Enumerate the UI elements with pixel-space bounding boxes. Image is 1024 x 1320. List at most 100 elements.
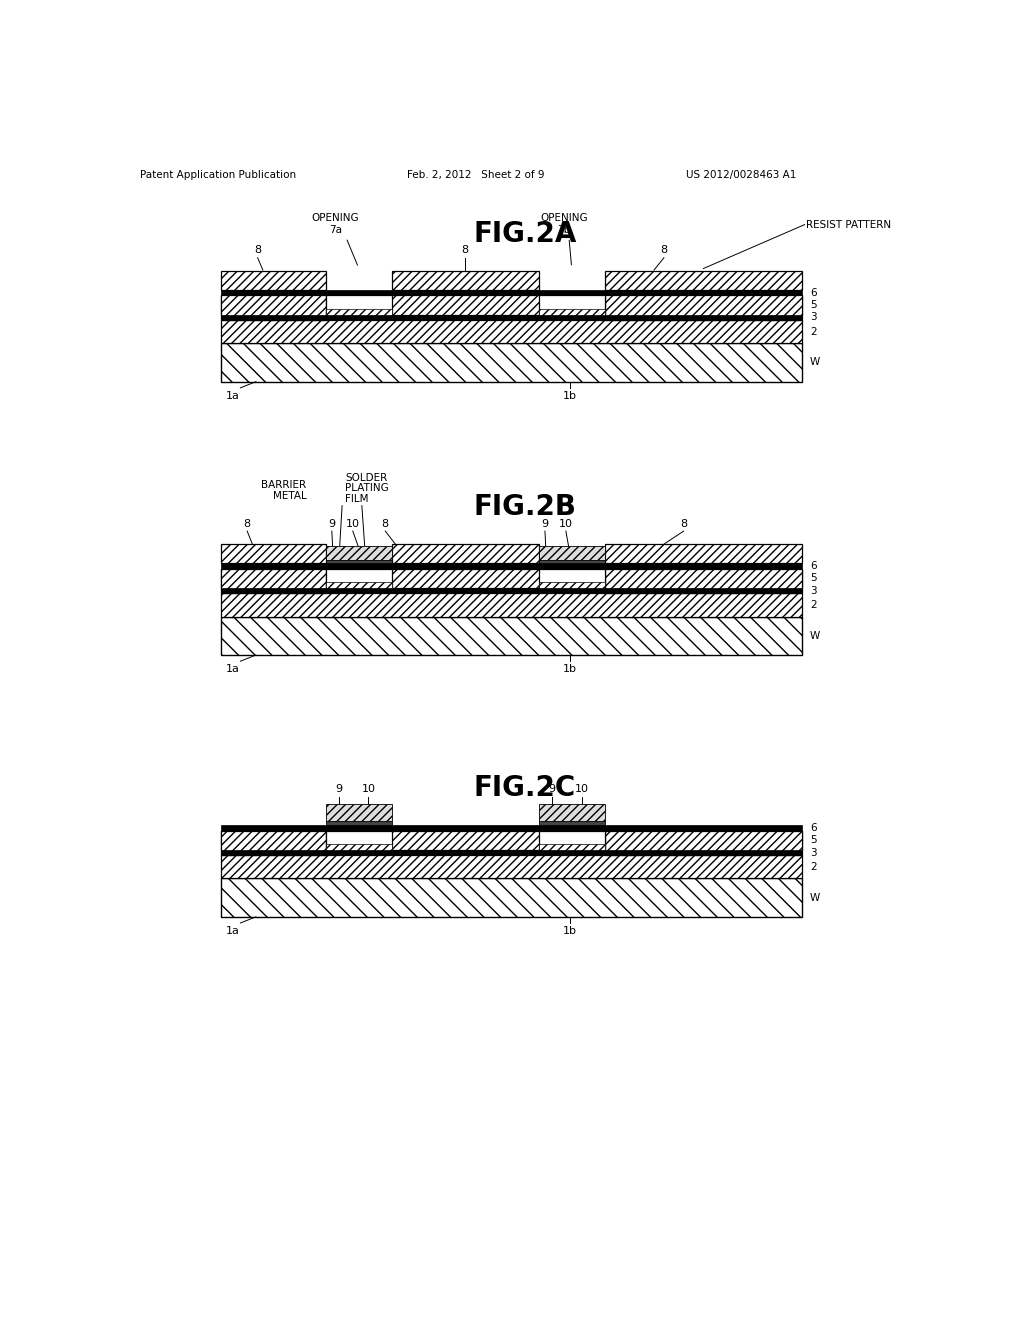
Bar <box>326 589 391 594</box>
Text: BARRIER: BARRIER <box>261 480 306 490</box>
Bar <box>539 830 604 850</box>
Bar <box>539 589 604 594</box>
Bar <box>391 271 539 290</box>
Bar <box>221 569 326 594</box>
Bar <box>539 843 604 855</box>
Bar <box>221 564 802 569</box>
Text: 2: 2 <box>810 326 816 337</box>
Bar <box>539 309 604 321</box>
Text: FIG.2B: FIG.2B <box>473 494 577 521</box>
Bar <box>539 582 604 594</box>
Text: SOLDER: SOLDER <box>345 473 387 483</box>
Bar <box>221 830 802 850</box>
Bar <box>391 544 539 564</box>
Text: METAL: METAL <box>272 491 306 502</box>
Bar <box>221 594 802 616</box>
Text: 8: 8 <box>660 246 668 256</box>
Text: PLATING: PLATING <box>345 483 389 494</box>
Text: 8: 8 <box>462 246 469 256</box>
Bar <box>326 569 391 589</box>
Bar <box>221 589 326 594</box>
Bar <box>221 296 326 321</box>
Bar <box>221 343 802 381</box>
Text: 2: 2 <box>810 601 816 610</box>
Text: Feb. 2, 2012   Sheet 2 of 9: Feb. 2, 2012 Sheet 2 of 9 <box>407 170 545 180</box>
Bar <box>326 560 391 564</box>
Text: 8: 8 <box>254 246 261 256</box>
Bar <box>539 821 604 825</box>
Bar <box>604 544 802 564</box>
Text: 2: 2 <box>810 862 816 871</box>
Bar <box>221 830 326 855</box>
Text: 9: 9 <box>549 784 555 795</box>
Text: OPENING
7b: OPENING 7b <box>540 213 588 265</box>
Text: W: W <box>810 892 820 903</box>
Text: 3: 3 <box>810 586 816 595</box>
Text: FIG.2C: FIG.2C <box>474 775 575 803</box>
Text: 10: 10 <box>361 784 376 795</box>
Text: Patent Application Publication: Patent Application Publication <box>139 170 296 180</box>
Text: 9: 9 <box>542 519 549 529</box>
Text: 6: 6 <box>810 288 816 298</box>
Bar <box>326 843 391 855</box>
Bar <box>221 850 326 855</box>
Text: 5: 5 <box>810 836 816 845</box>
Bar <box>539 569 604 589</box>
Text: 10: 10 <box>574 784 589 795</box>
Bar <box>604 589 802 594</box>
Bar <box>326 850 391 855</box>
Text: 1b: 1b <box>563 927 577 936</box>
Text: FILM: FILM <box>345 494 369 504</box>
Bar <box>326 830 391 850</box>
Text: 9: 9 <box>329 519 336 529</box>
Bar <box>326 821 391 825</box>
Bar <box>539 545 604 560</box>
Bar <box>604 830 802 855</box>
Text: 9: 9 <box>335 784 342 795</box>
Bar <box>221 314 326 321</box>
Text: US 2012/0028463 A1: US 2012/0028463 A1 <box>686 170 797 180</box>
Bar <box>221 314 802 321</box>
Bar <box>604 271 802 290</box>
Bar <box>539 850 604 855</box>
Text: 1a: 1a <box>225 927 240 936</box>
Bar <box>604 314 802 321</box>
Text: 1a: 1a <box>225 664 240 675</box>
Text: 5: 5 <box>810 573 816 583</box>
Bar <box>326 545 391 560</box>
Bar <box>221 290 802 296</box>
Text: FIG.2A: FIG.2A <box>473 220 577 248</box>
Text: 10: 10 <box>346 519 359 529</box>
Text: W: W <box>810 358 820 367</box>
Bar <box>221 878 802 917</box>
Bar <box>221 321 802 343</box>
Text: RESIST PATTERN: RESIST PATTERN <box>806 219 891 230</box>
Bar <box>221 296 802 314</box>
Bar <box>221 616 802 655</box>
Bar <box>221 271 326 290</box>
Bar <box>604 569 802 594</box>
Text: 6: 6 <box>810 561 816 572</box>
Bar <box>539 804 604 821</box>
Bar <box>326 314 391 321</box>
Bar <box>326 582 391 594</box>
Text: 1a: 1a <box>225 391 240 401</box>
Bar <box>221 589 802 594</box>
Text: 1b: 1b <box>563 391 577 401</box>
Text: 8: 8 <box>244 519 251 529</box>
Bar <box>221 850 802 855</box>
Bar <box>539 560 604 564</box>
Bar <box>539 296 604 314</box>
Text: 8: 8 <box>382 519 389 529</box>
Bar <box>221 544 326 564</box>
Bar <box>221 569 802 589</box>
Bar <box>221 825 802 830</box>
Text: 3: 3 <box>810 313 816 322</box>
Text: 3: 3 <box>810 847 816 858</box>
Text: 8: 8 <box>680 519 687 529</box>
Bar <box>326 804 391 821</box>
Text: W: W <box>810 631 820 640</box>
Bar <box>604 850 802 855</box>
Text: 5: 5 <box>810 300 816 310</box>
Bar <box>326 309 391 321</box>
